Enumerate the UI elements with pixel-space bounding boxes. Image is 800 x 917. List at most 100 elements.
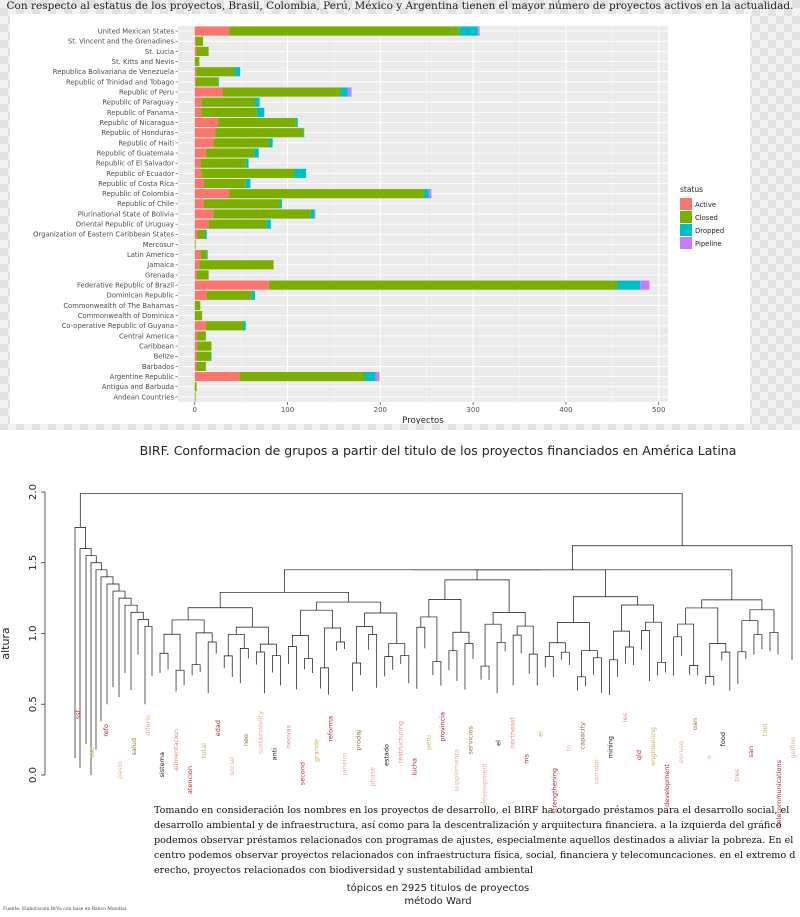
dendrogram-link: [571, 545, 793, 661]
dendrogram-link: [223, 655, 233, 677]
dendrogram-link: [227, 633, 245, 656]
dendrogram-link: [516, 625, 534, 655]
legend-label-pipeline: Pipeline: [695, 240, 722, 248]
dendrogram-link: [412, 569, 733, 600]
dendrogram-link: [304, 658, 313, 674]
bar-segment-closed: [215, 128, 304, 138]
leaf-label: lucha: [410, 758, 418, 776]
bar-segment-active: [194, 260, 200, 270]
bar-segment-dropped: [616, 280, 641, 290]
dendrogram-link: [175, 669, 185, 692]
bar-segment-closed: [194, 56, 200, 67]
leaf-label: neo: [242, 734, 250, 746]
category-label: Organization of Eastern Caribbean States: [33, 231, 174, 239]
bar-segment-closed: [205, 148, 255, 158]
legend-swatch-active: [680, 198, 692, 210]
dendrogram-link: [163, 633, 181, 671]
bar-segment-active: [194, 290, 207, 300]
dendrogram-link: [448, 650, 458, 681]
page-title: Con respecto al estatus de los proyectos…: [6, 0, 794, 12]
leaf-label: northeast: [509, 717, 517, 749]
dendrogram-link: [444, 579, 510, 613]
dendrogram-link: [130, 611, 144, 691]
bar-segment-active: [194, 128, 216, 138]
leaf-label: oan: [691, 718, 699, 730]
dendrogram-link: [581, 650, 598, 677]
category-label: Antigua and Barbuda: [102, 383, 174, 391]
bar-segment-closed: [196, 351, 211, 361]
dendrogram-link: [645, 621, 662, 663]
category-label: Jamaica: [146, 261, 174, 269]
source-note: Fuente: Elaboración BrVa con base en Ban…: [3, 907, 127, 912]
dendrogram-link: [769, 632, 779, 655]
stacked-bar-chart: 0 100 200 300 400 500 United Mexican States St.…: [33, 26, 724, 424]
leaf-label: phase: [368, 767, 376, 787]
bar-segment-active: [194, 361, 197, 372]
dendrogram-link: [685, 607, 719, 644]
bar-segment-active: [194, 199, 204, 209]
leaf-label: neovas: [284, 724, 292, 748]
bar-segment-dropped: [364, 372, 376, 382]
dendrogram-link: [476, 569, 606, 597]
leaf-label: development: [481, 763, 489, 806]
x-tick-label: 200: [374, 406, 387, 414]
category-label: Republic of Ecuador: [106, 170, 174, 178]
legend-swatch-closed: [680, 211, 692, 223]
bar-segment-dropped: [310, 209, 315, 219]
bar-segment-closed: [197, 331, 206, 341]
dendrogram-link: [79, 548, 92, 768]
category-label: Republic of Trinidad and Tobago: [66, 78, 174, 86]
legend-label-dropped: Dropped: [695, 227, 724, 235]
bar-segment-dropped: [206, 250, 208, 260]
dendrogram-link: [239, 648, 249, 684]
y-tick-label: 2.0: [28, 484, 39, 500]
dendrogram-link: [737, 651, 747, 684]
bar-segment-active: [194, 36, 196, 46]
leaf-label: food: [719, 732, 727, 746]
leaf-label: total: [200, 743, 208, 758]
bar-segment-dropped: [256, 107, 265, 117]
dendrogram-link: [548, 642, 566, 657]
leaf-label: supplementa: [453, 749, 461, 792]
bar-segment-active: [194, 117, 218, 128]
dendrogram-link: [496, 642, 506, 694]
leaf-label: mining: [607, 736, 615, 758]
bar-segment-dropped: [340, 87, 348, 97]
category-label: St. Vincent and the Grenadines: [68, 38, 175, 46]
legend-label-closed: Closed: [695, 214, 718, 222]
dendrogram-link: [384, 656, 394, 677]
dendrogram-link: [320, 667, 329, 695]
category-label: St. Kitts and Nevis: [112, 58, 175, 66]
dendrogram-link: [657, 661, 666, 676]
bar-segment-active: [194, 250, 201, 260]
dendrogram-link: [292, 635, 309, 659]
bar-segment-dropped: [280, 199, 282, 209]
bar-segment-closed: [196, 361, 206, 372]
leaf-label: refo: [102, 724, 110, 737]
leaf-label: san: [747, 746, 755, 758]
dendrogram-link: [288, 646, 297, 690]
bar-segment-closed: [196, 270, 209, 280]
bar-segment-active: [194, 138, 214, 148]
bar-segment-active: [194, 209, 214, 219]
leaf-label: sac: [88, 747, 96, 758]
leaf-label: pasto: [116, 761, 124, 779]
leaf-label: gelfiso: [789, 737, 797, 758]
bar-segment-closed: [268, 280, 617, 290]
dendrogram-link: [613, 630, 630, 660]
category-label: Republic of Paraguay: [102, 99, 174, 107]
leaf-label: atencion: [186, 766, 194, 794]
leaf-label: ies: [621, 712, 629, 722]
leaf-label: eeruso: [677, 741, 685, 763]
bar-segment-closed: [201, 107, 257, 117]
dendrogram-link: [400, 655, 410, 684]
bar-segment-closed: [229, 26, 460, 36]
bar-segment-closed: [206, 290, 252, 300]
bar-segment-pipeline: [640, 280, 650, 290]
dendrogram-link: [464, 643, 474, 690]
dendrogram-link: [368, 634, 378, 688]
category-label: Plurinational State of Bolivia: [78, 210, 174, 218]
bar-segment-dropped: [254, 148, 259, 158]
dendrogram-link: [191, 664, 201, 676]
bar-segment-active: [194, 168, 202, 178]
